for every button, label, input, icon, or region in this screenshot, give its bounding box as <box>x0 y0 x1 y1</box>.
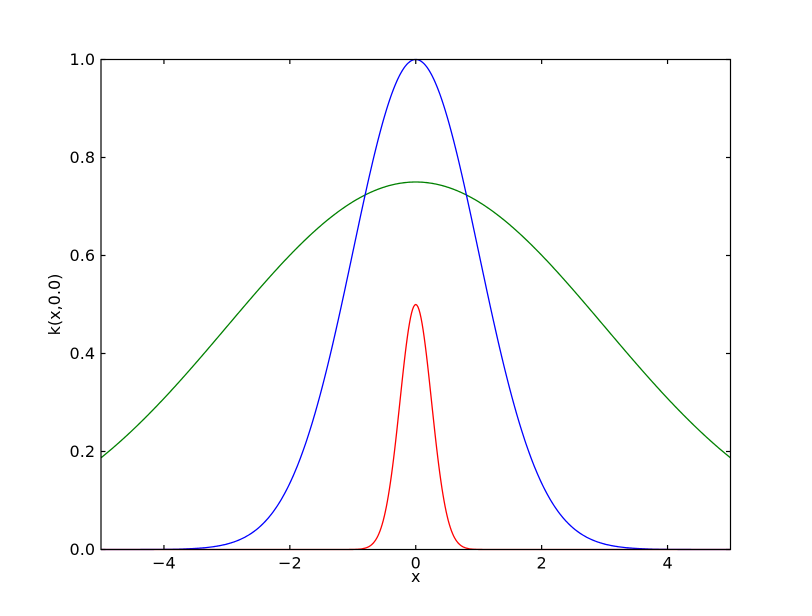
y-tick-label: 0.2 <box>70 442 95 461</box>
x-tick-label: −4 <box>152 554 176 573</box>
x-tick-label: 0 <box>411 554 421 573</box>
y-tick-label: 1.0 <box>70 50 95 69</box>
y-tick-label: 0.8 <box>70 148 95 167</box>
y-tick-label: 0.6 <box>70 246 95 265</box>
y-tick-label: 0.4 <box>70 344 95 363</box>
gaussian-wide-curve <box>100 181 731 459</box>
gaussian-narrow-curve <box>101 303 731 551</box>
x-axis-label: x <box>411 567 420 586</box>
x-tick-label: 2 <box>537 554 547 573</box>
y-tick-label: 0.0 <box>70 540 95 559</box>
y-axis-label: k(x,0.0) <box>45 274 64 336</box>
x-tick-label: −2 <box>278 554 302 573</box>
x-tick-label: 4 <box>662 554 672 573</box>
plot-layer: −4 −2 0 2 4 0.0 0.2 0.4 0.6 0.8 1.0 <box>70 50 732 573</box>
